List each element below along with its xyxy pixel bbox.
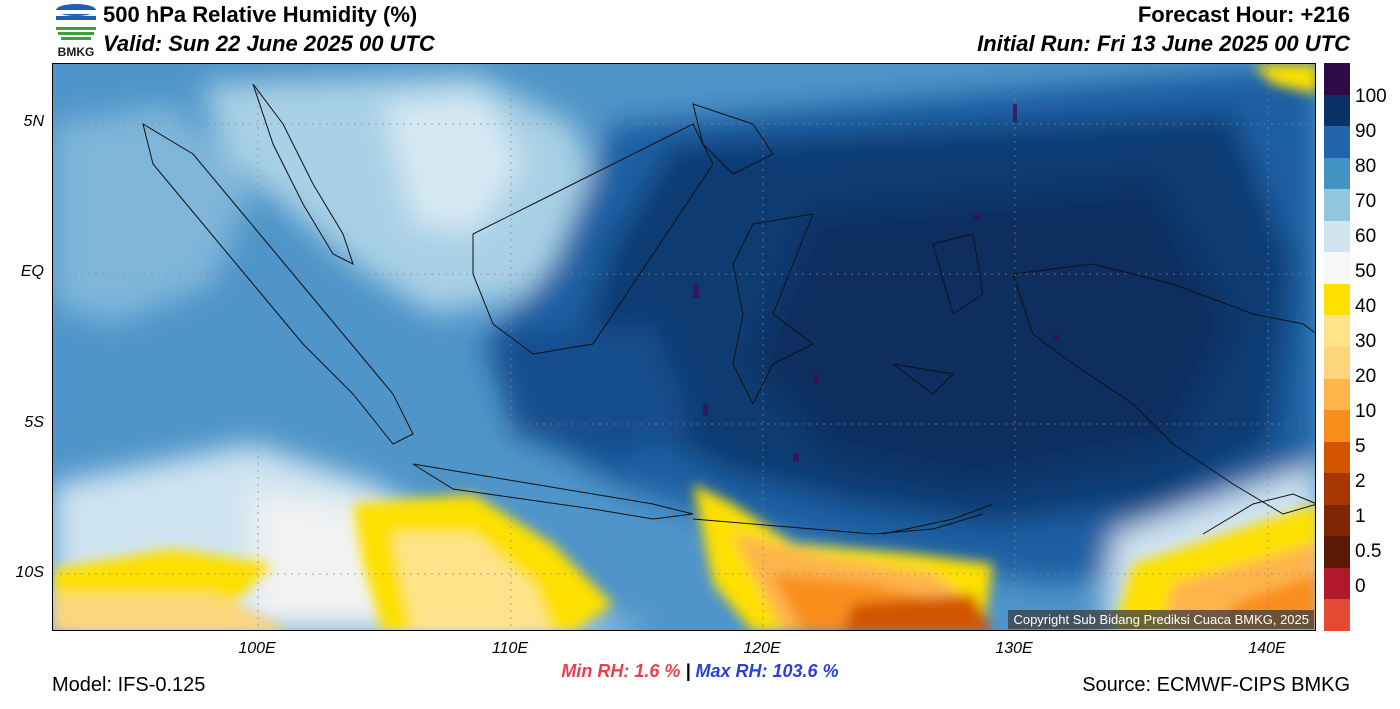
colorbar-segment xyxy=(1324,410,1350,443)
humidity-map xyxy=(52,63,1316,631)
coastlines xyxy=(142,83,1315,535)
lat-label-5n: 5N xyxy=(23,113,44,130)
stats-separator: | xyxy=(685,661,691,681)
colorbar-label: 10 xyxy=(1355,401,1377,422)
lon-label-100e: 100E xyxy=(238,640,276,657)
lat-label-10s: 10S xyxy=(15,564,44,581)
colorbar-segment xyxy=(1324,252,1350,285)
colorbar-label: 70 xyxy=(1355,191,1377,212)
colorbar-label: 5 xyxy=(1355,436,1366,457)
colorbar-segment xyxy=(1324,189,1350,222)
min-rh: Min RH: 1.6 % xyxy=(561,661,681,681)
colorbar-label: 2 xyxy=(1355,471,1366,492)
colorbar-label: 40 xyxy=(1355,296,1377,317)
colorbar-label: 0.5 xyxy=(1355,541,1382,562)
lon-label-110e: 110E xyxy=(491,640,529,657)
initial-run: Initial Run: Fri 13 June 2025 00 UTC xyxy=(977,31,1350,56)
colorbar-segment xyxy=(1324,441,1350,474)
colorbar-segment xyxy=(1324,599,1350,632)
lon-label-120e: 120E xyxy=(743,640,781,657)
colorbar-segment xyxy=(1324,94,1350,127)
colorbar-segment xyxy=(1324,567,1350,600)
colorbar-segment xyxy=(1324,504,1350,537)
copyright-notice: Copyright Sub Bidang Prediksi Cuaca BMKG… xyxy=(1008,610,1314,629)
colorbar-segment xyxy=(1324,63,1350,96)
lon-label-130e: 130E xyxy=(995,640,1033,657)
colorbar-label: 100 xyxy=(1355,86,1387,107)
rh-stats: Min RH: 1.6 % | Max RH: 103.6 % xyxy=(0,661,1400,682)
colorbar-segment xyxy=(1324,315,1350,348)
colorbar-segment xyxy=(1324,283,1350,316)
colorbar-segment xyxy=(1324,220,1350,253)
colorbar-segment xyxy=(1324,347,1350,380)
colorbar-segment xyxy=(1324,473,1350,506)
colorbar-segment xyxy=(1324,126,1350,159)
max-rh: Max RH: 103.6 % xyxy=(695,661,839,681)
colorbar-label: 90 xyxy=(1355,121,1377,142)
lat-label-5s: 5S xyxy=(24,414,44,431)
colorbar-segment xyxy=(1324,536,1350,569)
model-name: Model: IFS-0.125 xyxy=(52,674,206,696)
colorbar-segment xyxy=(1324,378,1350,411)
colorbar-label: 60 xyxy=(1355,226,1377,247)
valid-time: Valid: Sun 22 June 2025 00 UTC xyxy=(103,31,435,56)
humidity-field xyxy=(53,64,1315,630)
colorbar-label: 1 xyxy=(1355,506,1366,527)
data-source: Source: ECMWF-CIPS BMKG xyxy=(1082,674,1350,696)
lon-label-140e: 140E xyxy=(1248,640,1286,657)
forecast-hour: Forecast Hour: +216 xyxy=(1137,2,1350,27)
chart-title: 500 hPa Relative Humidity (%) xyxy=(103,2,418,27)
colorbar-segment xyxy=(1324,157,1350,190)
lat-label-eq: EQ xyxy=(20,263,44,280)
colorbar-label: 0 xyxy=(1355,576,1366,597)
colorbar xyxy=(1324,63,1350,632)
colorbar-label: 80 xyxy=(1355,156,1377,177)
bmkg-logo xyxy=(56,4,96,40)
colorbar-label: 20 xyxy=(1355,366,1377,387)
logo-text: BMKG xyxy=(57,45,95,59)
colorbar-label: 50 xyxy=(1355,261,1377,282)
colorbar-label: 30 xyxy=(1355,331,1377,352)
